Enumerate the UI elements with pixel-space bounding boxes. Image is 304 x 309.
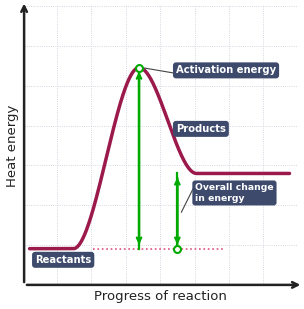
Text: Overall change
in energy: Overall change in energy <box>195 183 274 203</box>
Text: Products: Products <box>176 124 226 134</box>
Text: Reactants: Reactants <box>35 255 91 265</box>
Y-axis label: Heat energy: Heat energy <box>5 104 19 187</box>
X-axis label: Progress of reaction: Progress of reaction <box>95 290 227 303</box>
Text: Activation energy: Activation energy <box>176 66 276 75</box>
